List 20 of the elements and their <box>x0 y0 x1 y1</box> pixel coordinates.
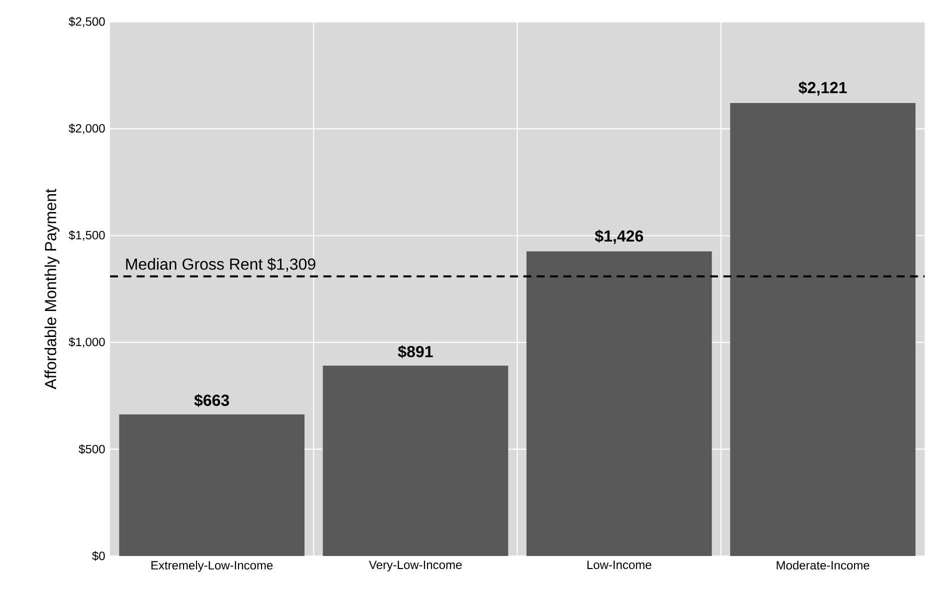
y-tick-label: $2,000 <box>68 124 105 134</box>
y-tick-label: $0 <box>92 551 105 561</box>
y-tick-label: $2,500 <box>68 16 105 28</box>
x-tick-label: Very-Low-Income <box>368 560 462 572</box>
y-tick-label: $1,500 <box>68 230 105 241</box>
bar <box>322 366 508 556</box>
ref-line-label: Median Gross Rent $1,309 <box>126 258 316 272</box>
y-tick-label: $1,000 <box>68 337 105 348</box>
y-axis-title: Affordable Monthly Payment <box>44 188 60 390</box>
data-label: $891 <box>398 345 433 358</box>
x-tick-label: Low-Income <box>587 560 652 570</box>
bar <box>119 414 304 556</box>
x-tick-label: Moderate-Income <box>776 560 870 570</box>
data-label: $2,121 <box>798 81 847 96</box>
x-tick-label: Extremely-Low-Income <box>151 560 273 572</box>
data-label: $663 <box>194 394 230 408</box>
bar <box>730 102 916 556</box>
data-label: $1,426 <box>594 230 644 244</box>
bar <box>526 251 712 556</box>
y-tick-label: $500 <box>78 444 105 454</box>
